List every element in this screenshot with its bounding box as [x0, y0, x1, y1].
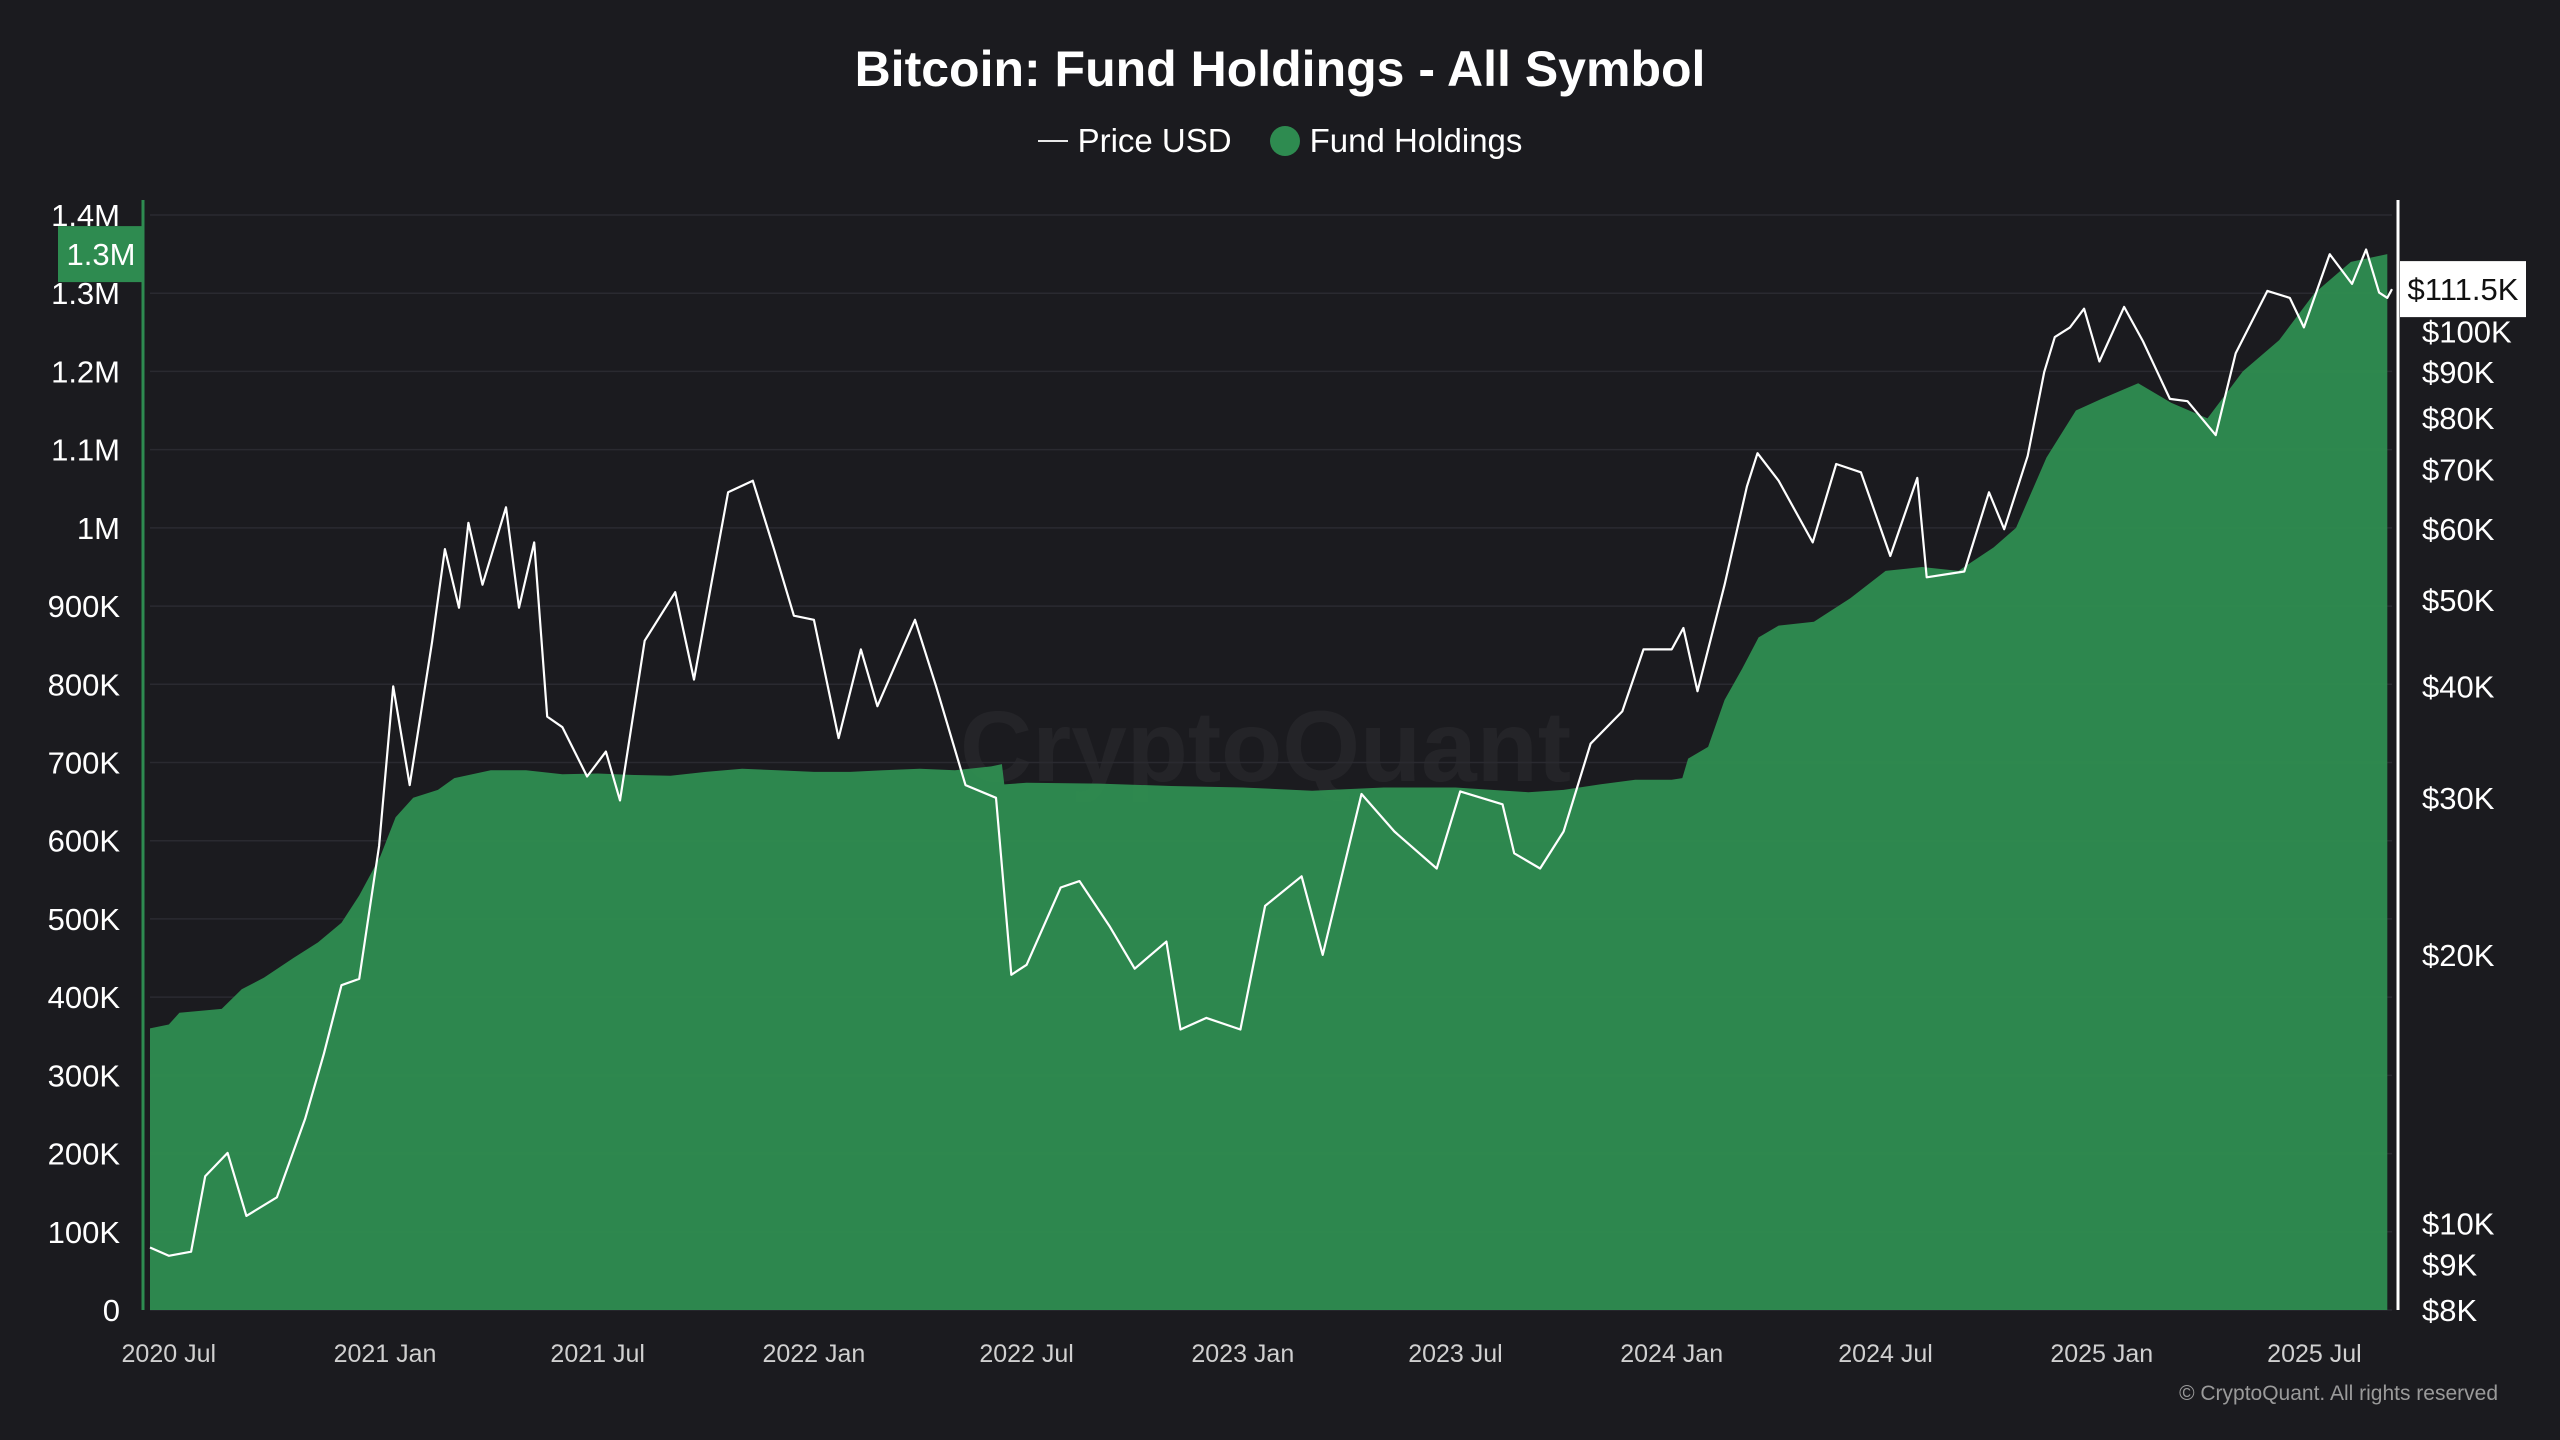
y-tick-label-right: $20K	[2422, 938, 2495, 973]
y-tick-label-left: 500K	[48, 902, 121, 937]
y-tick-label-left: 600K	[48, 824, 121, 859]
legend: Price USD Fund Holdings	[0, 122, 2560, 160]
current-price-label: $111.5K	[2408, 272, 2519, 307]
x-tick-label: 2023 Jan	[1191, 1340, 1294, 1368]
y-tick-label-right: $10K	[2422, 1207, 2495, 1242]
y-tick-label-right: $30K	[2422, 781, 2495, 816]
current-holdings-label: 1.3M	[67, 237, 136, 272]
x-tick-label: 2024 Jul	[1838, 1340, 1933, 1368]
y-tick-label-right: $9K	[2422, 1247, 2477, 1282]
x-tick-label: 2024 Jan	[1620, 1340, 1723, 1368]
y-tick-label-right: $70K	[2422, 452, 2495, 487]
y-tick-label-left: 0	[103, 1293, 120, 1328]
current-holdings-marker	[58, 226, 144, 283]
y-tick-label-left: 700K	[48, 746, 121, 781]
line-marker-icon	[1037, 140, 1068, 142]
y-tick-label-left: 900K	[48, 589, 121, 624]
y-tick-label-right: $60K	[2422, 512, 2495, 547]
x-tick-label: 2021 Jul	[550, 1340, 645, 1368]
y-tick-label-right: $100K	[2422, 314, 2512, 349]
current-price-marker	[2400, 261, 2526, 318]
y-tick-label-left: 1.2M	[51, 354, 120, 389]
y-tick-label-right: $50K	[2422, 583, 2495, 618]
x-tick-label: 2023 Jul	[1408, 1340, 1503, 1368]
x-tick-label: 2020 Jul	[122, 1340, 217, 1368]
price-usd-line	[149, 248, 2393, 1257]
y-tick-label-right: $8K	[2422, 1293, 2477, 1328]
fund-holdings-area	[150, 254, 2388, 1311]
x-tick-label: 2022 Jan	[762, 1340, 865, 1368]
x-tick-label: 2022 Jul	[979, 1340, 1074, 1368]
x-tick-label: 2025 Jul	[2267, 1340, 2362, 1368]
y-tick-label-left: 200K	[48, 1137, 121, 1172]
y-tick-label-left: 100K	[48, 1215, 121, 1250]
chart-title: Bitcoin: Fund Holdings - All Symbol	[854, 41, 1706, 97]
y-tick-label-left: 1.1M	[51, 433, 120, 468]
dot-marker-icon	[1269, 126, 1300, 156]
legend-label-price: Price USD	[1077, 122, 1232, 159]
y-tick-label-left: 400K	[48, 980, 121, 1015]
copyright: © CryptoQuant. All rights reserved	[2179, 1382, 2498, 1405]
x-tick-label: 2021 Jan	[334, 1340, 437, 1368]
legend-label-holdings: Fund Holdings	[1309, 122, 1523, 159]
x-tick-label: 2025 Jan	[2050, 1340, 2153, 1368]
y-tick-label-right: $40K	[2422, 669, 2495, 704]
legend-item-holdings[interactable]: Fund Holdings	[1269, 122, 1523, 160]
y-tick-label-left: 1M	[77, 511, 120, 546]
y-tick-label-left: 800K	[48, 667, 121, 702]
legend-item-price[interactable]: Price USD	[1037, 122, 1232, 160]
y-tick-label-right: $90K	[2422, 355, 2495, 390]
y-tick-label-right: $80K	[2422, 401, 2495, 436]
y-tick-label-left: 300K	[48, 1058, 121, 1093]
